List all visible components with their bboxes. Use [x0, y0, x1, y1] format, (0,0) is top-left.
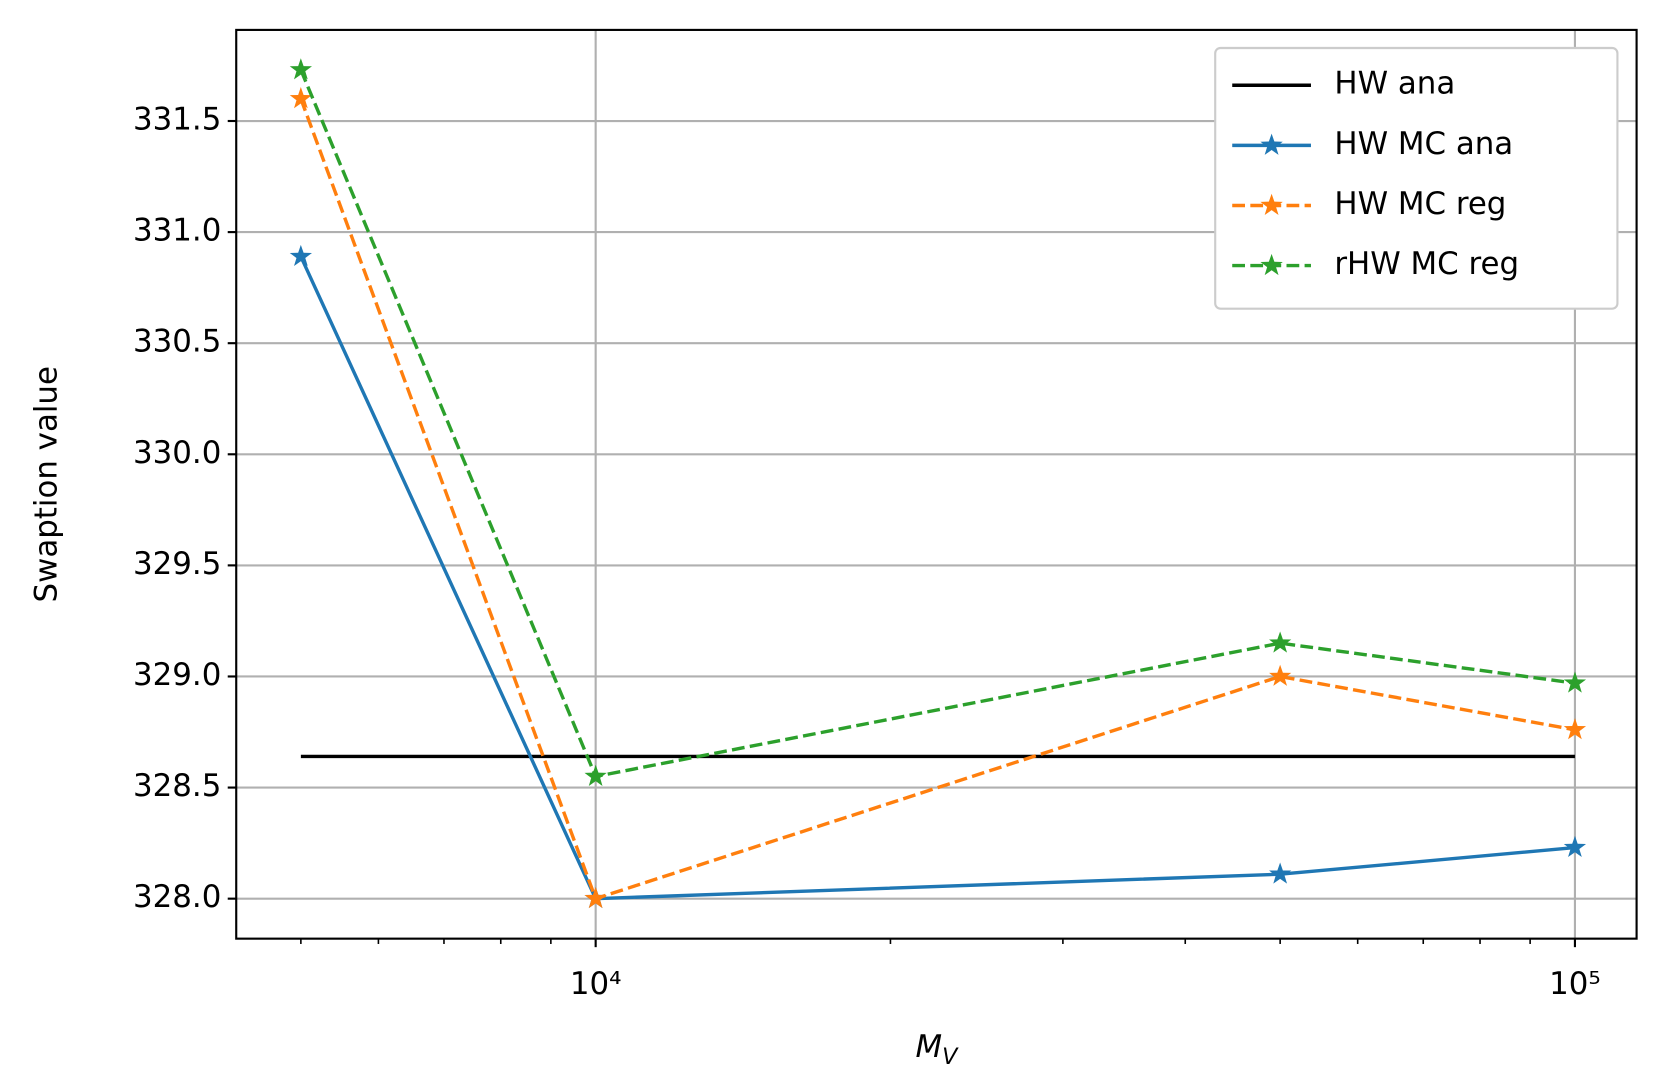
- legend-label: HW ana: [1334, 66, 1455, 102]
- marker: [289, 87, 312, 109]
- legend-marker: [1260, 253, 1283, 276]
- legend-label: HW MC ana: [1334, 126, 1513, 162]
- series-line: [299, 255, 1576, 901]
- series-line: [299, 69, 1576, 779]
- marker: [289, 244, 312, 267]
- x-axis-label: MV: [915, 1029, 959, 1070]
- y-tick-label: 330.0: [133, 435, 221, 471]
- legend: HW ana HW MC ana HW MC reg rHW MC reg: [1214, 46, 1619, 310]
- marker: [1563, 835, 1587, 858]
- marker: [289, 58, 312, 80]
- legend-marker: [1260, 193, 1283, 215]
- series-line: [299, 98, 1576, 901]
- marker: [1269, 664, 1292, 686]
- y-tick-label: 328.0: [133, 879, 221, 915]
- marker: [1563, 718, 1587, 740]
- y-axis-label: Swaption value: [28, 366, 64, 602]
- plot-frame: [235, 28, 1638, 940]
- marker: [584, 886, 607, 909]
- y-tick-label: 330.5: [133, 324, 221, 360]
- x-tick-label: 10⁴: [570, 966, 622, 1002]
- x-tick-label: 10⁵: [1549, 966, 1601, 1002]
- y-tick-label: 329.0: [133, 657, 221, 693]
- marker: [1269, 631, 1292, 653]
- legend-marker: [1260, 133, 1283, 155]
- y-tick-label: 331.0: [133, 213, 221, 249]
- legend-label: rHW MC reg: [1334, 246, 1519, 282]
- marker: [584, 764, 607, 786]
- y-tick-label: 331.5: [133, 102, 221, 138]
- marker: [1269, 862, 1292, 884]
- y-tick-label: 329.5: [133, 546, 221, 582]
- legend-frame: [1214, 46, 1619, 310]
- y-tick-label: 328.5: [133, 768, 221, 804]
- marker: [1563, 671, 1587, 693]
- legend-label: HW MC reg: [1334, 186, 1506, 222]
